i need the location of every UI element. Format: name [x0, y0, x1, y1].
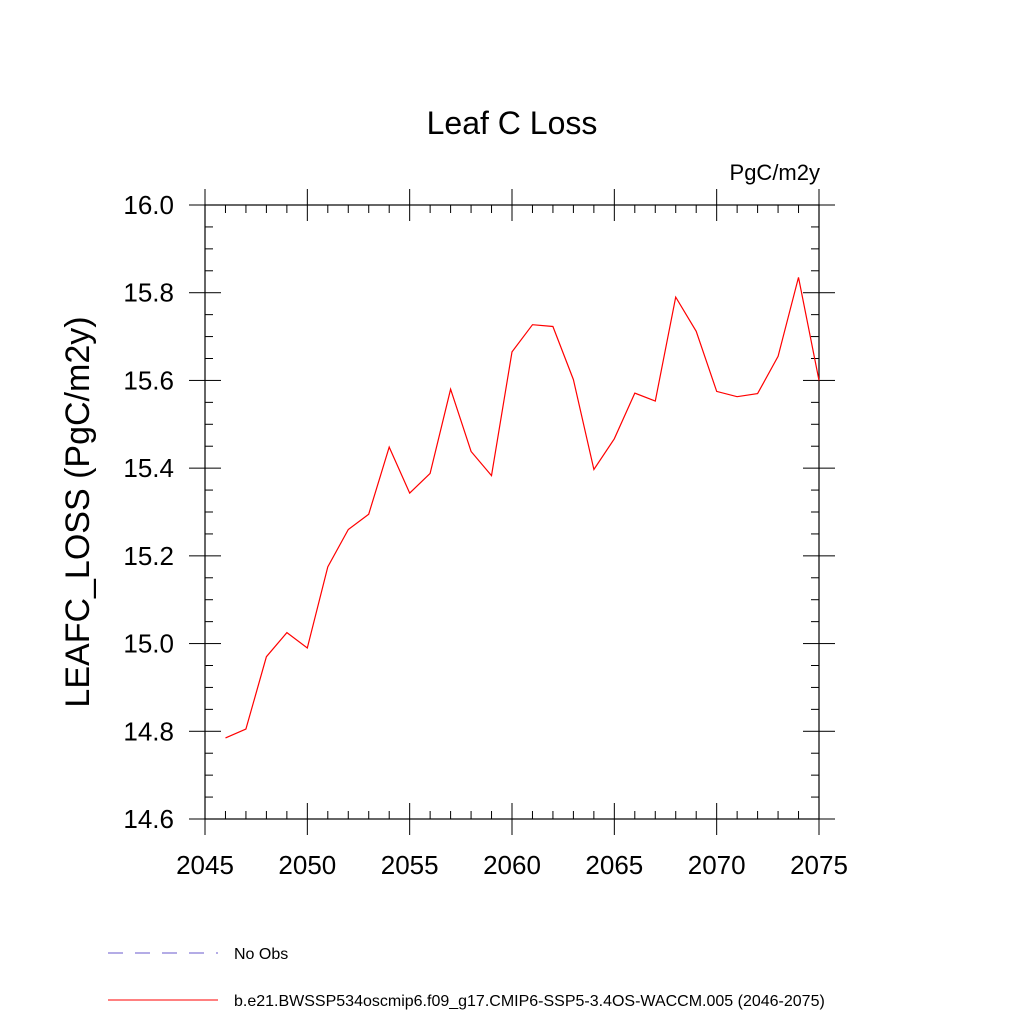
y-tick-label: 15.2 [123, 541, 174, 571]
x-tick-label: 2045 [176, 850, 234, 880]
legend-label-model-run: b.e21.BWSSP534oscmip6.f09_g17.CMIP6-SSP5… [234, 993, 825, 1010]
x-axis-tick-labels: 2045 2050 2055 2060 2065 2070 2075 [176, 850, 848, 880]
y-axis-label: LEAFC_LOSS (PgC/m2y) [59, 316, 97, 707]
plot-frame [204, 204, 820, 820]
y-tick-label: 15.8 [123, 278, 174, 308]
y-tick-label: 15.4 [123, 453, 174, 483]
x-tick-label: 2060 [483, 850, 541, 880]
y-tick-label: 16.0 [123, 190, 174, 220]
y-tick-label: 15.0 [123, 629, 174, 659]
chart-title: Leaf C Loss [427, 105, 598, 141]
x-tick-label: 2075 [790, 850, 848, 880]
x-axis-ticks [204, 189, 820, 835]
legend-label-no-obs: No Obs [234, 946, 288, 963]
y-axis-ticks [189, 204, 835, 820]
x-tick-label: 2070 [688, 850, 746, 880]
series-layer [225, 277, 820, 739]
legend: No Obs b.e21.BWSSP534oscmip6.f09_g17.CMI… [108, 946, 825, 1010]
y-tick-label: 14.8 [123, 716, 174, 746]
x-tick-label: 2050 [278, 850, 336, 880]
x-tick-label: 2055 [381, 850, 439, 880]
units-label: PgC/m2y [730, 160, 820, 185]
x-tick-label: 2065 [585, 850, 643, 880]
y-tick-label: 15.6 [123, 365, 174, 395]
series-line [225, 277, 820, 739]
y-tick-label: 14.6 [123, 804, 174, 834]
y-axis-tick-labels: 14.6 14.8 15.0 15.2 15.4 15.6 15.8 16.0 [123, 190, 174, 834]
